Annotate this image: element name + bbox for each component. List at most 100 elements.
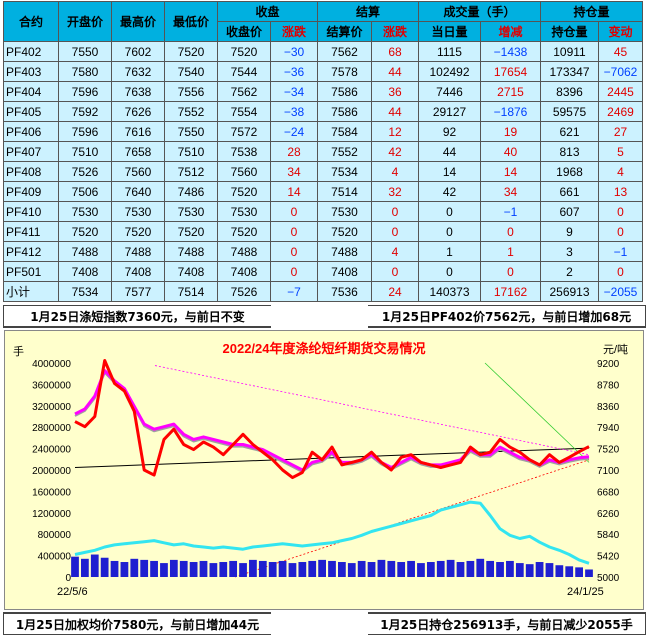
index-price-line	[74, 369, 590, 472]
volume-bar	[436, 560, 445, 577]
y-left-label: 手	[13, 344, 24, 358]
volume-bar	[496, 562, 504, 577]
volume-bar	[258, 560, 267, 577]
y-right-tick-label: 8360	[597, 402, 620, 413]
header-settle-change: 涨跌	[371, 21, 419, 42]
volume-bar	[456, 562, 465, 577]
resistance-line	[154, 365, 590, 456]
cell-settle-chg: 0	[371, 201, 419, 222]
header-contract: 合约	[3, 1, 59, 42]
cell-oi-chg: 0	[598, 201, 643, 222]
cell-oi-chg: −7062	[598, 61, 643, 82]
cell-contract: PF410	[3, 201, 59, 222]
cell-low: 7510	[164, 141, 218, 162]
volume-bar	[239, 563, 247, 577]
volume-bar	[585, 569, 593, 577]
table-row: PF405 7592 7626 7552 7554 −38 7586 44 29127 −1876…	[3, 101, 643, 122]
cell-high: 7577	[111, 281, 165, 302]
volume-bar	[90, 554, 99, 577]
cell-oi: 10911	[540, 41, 599, 62]
volume-bar	[535, 562, 544, 577]
cell-settle-chg: 42	[371, 141, 419, 162]
chart-svg: 2022/24年度涤纶短纤期货交易情况 手 元/吨 22/5/6 24/1/25…	[13, 341, 628, 598]
cell-vol: 42	[418, 181, 481, 202]
cell-low: 7512	[164, 161, 218, 182]
x-end-label: 24/1/25	[567, 586, 604, 598]
y-right-tick-label: 6680	[597, 487, 620, 498]
volume-bar	[249, 559, 257, 577]
cell-close-chg: 28	[270, 141, 318, 162]
header-close-group: 收盘	[217, 1, 318, 22]
cell-contract: PF407	[3, 141, 59, 162]
cell-close-chg: −24	[270, 121, 318, 142]
y-right-label: 元/吨	[603, 343, 628, 356]
cell-low: 7540	[164, 61, 218, 82]
table-row: PF411 7520 7520 7520 7520 0 7520 0 0 0 9 0	[3, 221, 643, 242]
cell-high: 7640	[111, 181, 165, 202]
cell-settle: 7530	[317, 201, 372, 222]
y-left-tick-label: 1200000	[32, 509, 71, 520]
cell-settle-chg: 4	[371, 241, 419, 262]
volume-bar	[160, 563, 168, 577]
table-row: PF408 7526 7560 7512 7560 34 7534 4 14 14 1968 4	[3, 161, 643, 182]
volume-bar	[367, 562, 376, 577]
cell-close-chg: 0	[270, 261, 318, 282]
caption-open-interest: 1月25日持仓256913手，与前日减少2055手	[368, 612, 646, 635]
y-left-tick-label: 1600000	[32, 487, 71, 498]
y-left-tick-label: 400000	[38, 552, 72, 563]
cell-open: 7408	[58, 261, 112, 282]
cell-low: 7550	[164, 121, 218, 142]
cell-close: 7544	[217, 61, 271, 82]
cell-settle-chg: 68	[371, 41, 419, 62]
volume-bar	[387, 560, 396, 577]
volume-bar	[407, 560, 415, 577]
aux-lines	[74, 362, 590, 578]
cell-vol: 44	[418, 141, 481, 162]
cell-settle-chg: 32	[371, 181, 419, 202]
volume-bar	[318, 559, 326, 577]
cell-contract: PF412	[3, 241, 59, 262]
cell-settle: 7520	[317, 221, 372, 242]
contract-table: 合约 开盘价 最高价 最低价 收盘 结算 成交量（手） 持仓量 收盘价 涨跌 结…	[3, 1, 643, 302]
cell-high: 7520	[111, 221, 165, 242]
cell-vol: 0	[418, 221, 481, 242]
cell-vol: 0	[418, 261, 481, 282]
y-left-tick-label: 0	[65, 573, 71, 584]
volume-bar	[555, 565, 564, 577]
cell-contract: PF406	[3, 121, 59, 142]
futures-price-line	[74, 359, 590, 480]
cell-vol-chg: 1	[480, 241, 541, 262]
cell-oi: 8396	[540, 81, 599, 102]
cell-close-chg: −36	[270, 61, 318, 82]
cell-oi-chg: 45	[598, 41, 643, 62]
volume-bar	[466, 560, 475, 577]
header-volume-group: 成交量（手）	[418, 1, 541, 22]
volume-bar	[308, 560, 317, 577]
cell-contract: PF501	[3, 261, 59, 282]
cell-settle-chg: 44	[371, 101, 419, 122]
y-right-tick-label: 6260	[597, 509, 620, 520]
cell-vol: 102492	[418, 61, 481, 82]
cell-vol-chg: 17162	[480, 281, 541, 302]
header-oi-amount: 持仓量	[540, 21, 599, 42]
table-row: PF409 7506 7640 7486 7520 14 7514 32 42 34 661 13	[3, 181, 643, 202]
y-right-tick-label: 9200	[597, 359, 620, 370]
cell-settle-chg: 44	[371, 61, 419, 82]
volume-bar	[110, 560, 119, 577]
table-row: PF407 7510 7658 7510 7538 28 7552 42 44 40 813 5	[3, 141, 643, 162]
y-right-ticks: 9200 8780 8360 7940 7520 7100 6680 6260 5840 5420…	[597, 359, 620, 584]
cell-vol-chg: 2715	[480, 81, 541, 102]
cell-low: 7556	[164, 81, 218, 102]
cell-vol: 7446	[418, 81, 481, 102]
cell-settle-chg: 24	[371, 281, 419, 302]
header-volume-today: 当日量	[418, 21, 481, 42]
cell-settle: 7584	[317, 121, 372, 142]
cell-close: 7530	[217, 201, 271, 222]
volume-bar	[545, 563, 554, 577]
volume-bar	[288, 563, 297, 577]
cell-low: 7486	[164, 181, 218, 202]
cell-oi: 59575	[540, 101, 599, 122]
cell-high: 7488	[111, 241, 165, 262]
x-start-label: 22/5/6	[57, 586, 88, 598]
table-row: PF403 7580 7632 7540 7544 −36 7578 44 102492 1765…	[3, 61, 643, 82]
